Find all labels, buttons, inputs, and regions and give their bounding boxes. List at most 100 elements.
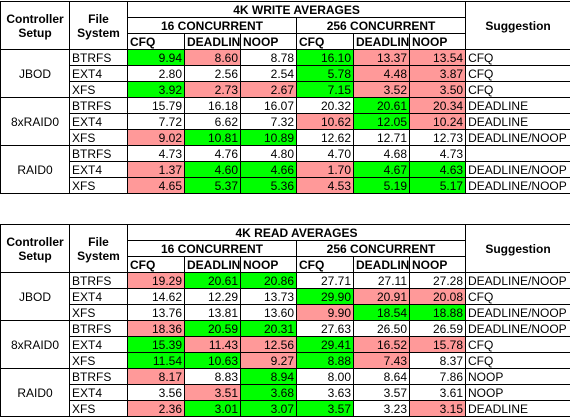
table-row: EXT4 3.56 3.51 3.68 3.63 3.57 3.61 NOOP <box>1 384 570 401</box>
controller-setup-cell: JBOD <box>0 49 70 98</box>
header-scheduler: NOOP <box>408 33 467 50</box>
file-system-cell: XFS <box>69 304 128 321</box>
header-suggestion: Suggestion <box>465 224 570 273</box>
value-cell: 4.80 <box>240 145 297 162</box>
header-scheduler: NOOP <box>409 256 466 273</box>
value-cell: 13.73 <box>240 288 297 305</box>
table-row: EXT4 2.80 2.56 2.54 5.78 4.48 3.87 CFQ <box>1 65 570 82</box>
value-cell: 3.01 <box>184 400 241 417</box>
table-row: EXT4 7.72 6.62 7.32 10.62 12.05 10.24 DEADLINE <box>1 113 570 130</box>
value-cell: 4.65 <box>127 177 185 194</box>
header-suggestion: Suggestion <box>465 1 570 50</box>
file-system-cell: BTRFS <box>69 368 128 385</box>
value-cell: 27.28 <box>409 272 466 289</box>
value-cell: 10.63 <box>184 352 241 369</box>
header-scheduler: DEADLINE <box>353 256 410 273</box>
header-256-concurrent: 256 CONCURRENT <box>295 17 467 34</box>
value-cell: 26.59 <box>409 320 466 337</box>
file-system-cell: EXT4 <box>69 336 128 353</box>
value-cell: 3.87 <box>408 65 467 82</box>
value-cell: 20.34 <box>408 97 467 114</box>
value-cell: 3.23 <box>353 400 410 417</box>
value-cell: 10.24 <box>408 113 467 130</box>
value-cell: 7.43 <box>353 352 410 369</box>
suggestion-cell: NOOP <box>465 384 570 401</box>
value-cell: 20.08 <box>409 288 466 305</box>
value-cell: 5.36 <box>240 177 297 194</box>
value-cell: 7.32 <box>240 113 297 130</box>
header-256-concurrent: 256 CONCURRENT <box>296 240 466 257</box>
value-cell: 8.83 <box>184 368 241 385</box>
value-cell: 2.56 <box>184 65 241 82</box>
table-row: XFS 4.65 5.37 5.36 4.53 5.19 5.17 DEADLINE/NOOP <box>1 177 570 194</box>
value-cell: 2.54 <box>240 65 297 82</box>
value-cell: 3.52 <box>353 81 410 98</box>
write-averages-table: Controller Setup File System 4K WRITE AVER… <box>0 1 570 194</box>
suggestion-cell: CFQ <box>465 352 570 369</box>
value-cell: 27.11 <box>353 272 410 289</box>
value-cell: 12.56 <box>240 336 297 353</box>
suggestion-cell: DEADLINE/NOOP <box>465 272 570 289</box>
value-cell: 4.60 <box>184 161 241 178</box>
value-cell: 3.15 <box>409 400 466 417</box>
value-cell: 5.37 <box>184 177 241 194</box>
table-row: 8xRAID0 BTRFS 15.79 16.18 16.07 20.32 20.61 20.… <box>0 97 570 146</box>
value-cell: 8.64 <box>353 368 410 385</box>
table-body: JBOD BTRFS 19.29 20.61 20.86 27.71 27.11 27.28 D… <box>0 272 570 417</box>
suggestion-cell: CFQ <box>465 65 570 82</box>
value-cell: 20.32 <box>296 97 354 114</box>
value-cell: 2.73 <box>184 81 241 98</box>
value-cell: 3.63 <box>296 384 354 401</box>
value-cell: 2.36 <box>127 400 185 417</box>
value-cell: 8.37 <box>409 352 466 369</box>
value-cell: 12.05 <box>353 113 410 130</box>
value-cell: 27.63 <box>296 320 354 337</box>
header-scheduler: NOOP <box>240 256 297 273</box>
table-row: RAID0 BTRFS 4.73 4.76 4.80 4.70 4.68 4.73 <box>0 145 570 194</box>
value-cell: 13.54 <box>408 49 467 66</box>
value-cell: 1.70 <box>296 161 354 178</box>
table-row: JBOD BTRFS 19.29 20.61 20.86 27.71 27.11 27.28 D… <box>0 272 570 321</box>
table-title: 4K READ AVERAGES <box>127 224 466 241</box>
value-cell: 11.54 <box>127 352 185 369</box>
file-system-cell: XFS <box>69 400 128 417</box>
value-cell: 4.63 <box>408 161 467 178</box>
value-cell: 8.60 <box>184 49 241 66</box>
value-cell: 9.90 <box>296 304 354 321</box>
value-cell: 15.39 <box>127 336 185 353</box>
suggestion-cell: NOOP <box>465 368 570 385</box>
table-row: XFS 13.76 13.81 13.60 9.90 18.54 18.88 DEADLINE… <box>1 304 570 321</box>
value-cell: 13.76 <box>127 304 185 321</box>
table-row: XFS 11.54 10.63 9.27 8.88 7.43 8.37 CFQ <box>1 352 570 369</box>
value-cell: 1.37 <box>127 161 185 178</box>
value-cell: 12.29 <box>184 288 241 305</box>
value-cell: 19.29 <box>127 272 185 289</box>
value-cell: 13.60 <box>240 304 297 321</box>
value-cell: 9.27 <box>240 352 297 369</box>
header-scheduler: DEADLINE <box>184 256 241 273</box>
value-cell: 16.07 <box>240 97 297 114</box>
value-cell: 12.71 <box>353 129 410 146</box>
header-scheduler: CFQ <box>127 256 185 273</box>
file-system-cell: XFS <box>69 129 128 146</box>
value-cell: 20.91 <box>353 288 410 305</box>
file-system-cell: XFS <box>69 81 128 98</box>
file-system-cell: BTRFS <box>69 320 128 337</box>
file-system-cell: BTRFS <box>69 145 128 162</box>
value-cell: 10.62 <box>296 113 354 130</box>
suggestion-cell: CFQ <box>465 81 570 98</box>
value-cell: 10.89 <box>240 129 297 146</box>
suggestion-cell: DEADLINE/NOOP <box>465 161 570 178</box>
file-system-cell: BTRFS <box>69 49 128 66</box>
header-file-system: File System <box>69 1 128 50</box>
suggestion-cell <box>465 145 570 162</box>
value-cell: 13.37 <box>353 49 410 66</box>
controller-setup-cell: JBOD <box>0 272 70 321</box>
value-cell: 3.61 <box>409 384 466 401</box>
suggestion-cell: DEADLINE/NOOP <box>465 320 570 337</box>
file-system-cell: EXT4 <box>69 384 128 401</box>
value-cell: 4.76 <box>184 145 241 162</box>
value-cell: 6.62 <box>184 113 241 130</box>
value-cell: 10.81 <box>184 129 241 146</box>
value-cell: 18.54 <box>353 304 410 321</box>
